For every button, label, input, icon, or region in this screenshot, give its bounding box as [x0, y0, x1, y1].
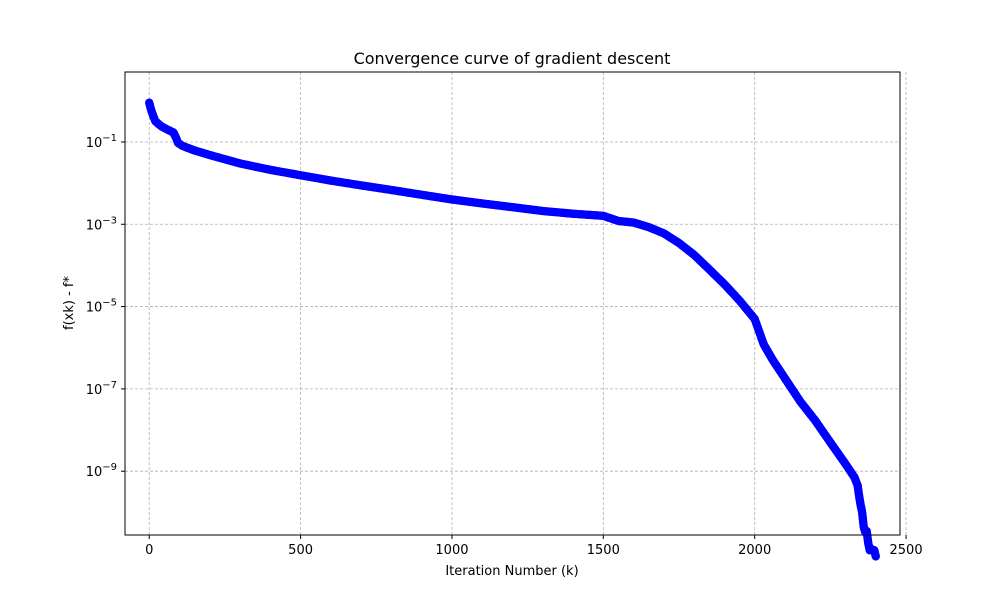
- chart-title: Convergence curve of gradient descent: [354, 49, 671, 68]
- y-tick-exponent: −1: [102, 133, 117, 144]
- y-tick-label: 10−1: [86, 133, 117, 151]
- y-tick-base: 10: [86, 136, 103, 151]
- y-tick-base: 10: [86, 218, 103, 233]
- y-tick-label: 10−3: [86, 215, 117, 233]
- x-tick-label: 0: [145, 543, 153, 558]
- y-tick-exponent: −3: [102, 215, 117, 226]
- y-tick-exponent: −9: [102, 462, 117, 473]
- x-axis-label: Iteration Number (k): [445, 564, 578, 579]
- y-tick-label: 10−5: [86, 298, 117, 316]
- y-tick-base: 10: [86, 383, 103, 398]
- y-tick-base: 10: [86, 301, 103, 316]
- plot-frame: [124, 71, 901, 536]
- y-tick-exponent: −5: [102, 298, 117, 309]
- y-tick-exponent: −7: [102, 380, 117, 391]
- grid: [125, 72, 907, 535]
- y-axis-label: f(xk) - f*: [62, 276, 77, 330]
- data-point: [871, 552, 880, 561]
- y-tick-label: 10−9: [86, 462, 117, 480]
- y-tick-label: 10−7: [86, 380, 117, 398]
- x-tick-label: 1000: [435, 543, 468, 558]
- x-tick-label: 500: [288, 543, 313, 558]
- y-tick-base: 10: [86, 465, 103, 480]
- x-tick-label: 2500: [890, 543, 923, 558]
- data-series: [145, 98, 880, 561]
- x-tick-label: 1500: [587, 543, 620, 558]
- x-tick-label: 2000: [738, 543, 771, 558]
